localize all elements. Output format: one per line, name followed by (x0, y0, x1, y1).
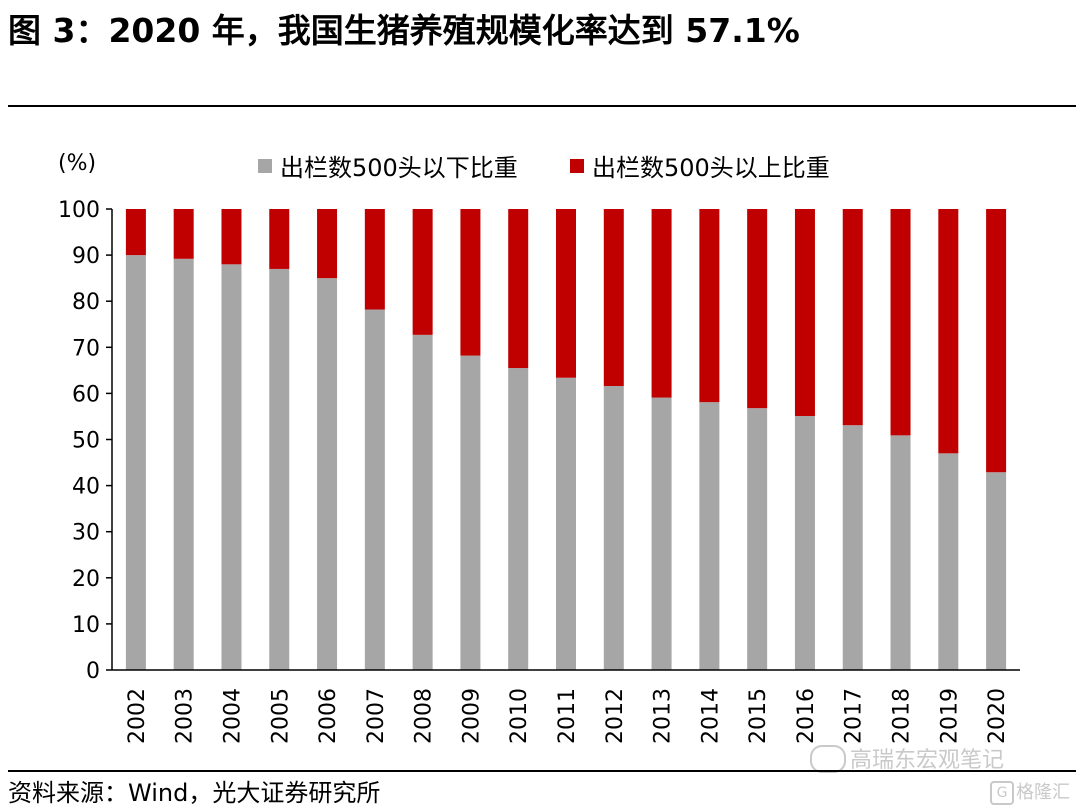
bar-below-500 (221, 264, 242, 670)
x-tick-label: 2010 (507, 688, 532, 744)
bar-above-500 (460, 209, 481, 356)
watermark-secondary-text: 格隆汇 (1016, 782, 1070, 803)
source-note: 资料来源：Wind，光大证券研究所 (8, 779, 381, 807)
bar-above-500 (508, 209, 529, 369)
bar-above-500 (794, 209, 815, 416)
bar-below-500 (603, 386, 624, 670)
y-tick-label: 0 (86, 659, 100, 684)
watermark-primary-text: 高瑞东宏观笔记 (850, 748, 1005, 773)
bar-below-500 (269, 268, 290, 670)
x-tick-label: 2006 (316, 688, 341, 744)
bottom-divider (8, 770, 1076, 772)
bar-below-500 (842, 425, 863, 670)
y-tick-label: 10 (72, 613, 100, 638)
bar-above-500 (890, 209, 911, 436)
bar-below-500 (938, 453, 959, 670)
wechat-bubble-icon (810, 745, 846, 773)
bar-below-500 (794, 415, 815, 670)
x-tick-label: 2015 (746, 688, 771, 744)
y-tick-label: 90 (72, 244, 100, 269)
bar-below-500 (556, 377, 576, 670)
bar-below-500 (173, 258, 194, 670)
stacked-bar-chart: (%) 出栏数500头以下比重 出栏数500头以上比重 0 10 20 30 40 50 60… (58, 151, 1020, 744)
bar-below-500 (460, 355, 481, 670)
bar-below-500 (699, 402, 720, 670)
legend-swatch (258, 159, 272, 173)
bar-below-500 (747, 408, 768, 670)
x-tick-label: 2005 (268, 688, 293, 744)
bar-above-500 (651, 209, 672, 398)
y-tick-label: 20 (72, 567, 100, 592)
x-tick-label: 2016 (794, 688, 819, 744)
x-tick-label: 2018 (890, 688, 915, 744)
x-tick-label: 2002 (125, 688, 150, 744)
x-tick-label: 2020 (985, 688, 1010, 744)
y-tick-label: 70 (72, 336, 100, 361)
bar-above-500 (842, 209, 863, 426)
top-divider (8, 105, 1076, 107)
bar-above-500 (221, 209, 242, 265)
bar-below-500 (412, 334, 433, 670)
bar-above-500 (364, 209, 385, 310)
bar-above-500 (317, 209, 338, 279)
legend-label: 出栏数500头以下比重 (280, 154, 518, 182)
bar-above-500 (699, 209, 720, 403)
watermark-gelonghui: G 格隆汇 (990, 778, 1070, 805)
gelonghui-logo-icon: G (990, 781, 1014, 805)
y-tick-label: 80 (72, 290, 100, 315)
bar-above-500 (938, 209, 959, 454)
bar-above-500 (603, 209, 624, 387)
bar-below-500 (508, 368, 529, 670)
y-tick-label: 100 (58, 198, 100, 223)
x-tick-label: 2009 (459, 688, 484, 744)
x-tick-label: 2019 (937, 688, 962, 744)
bar-above-500 (556, 209, 576, 378)
x-tick-label: 2011 (555, 688, 580, 744)
bar-below-500 (125, 255, 146, 670)
x-tick-label: 2007 (364, 688, 389, 744)
bar-below-500 (986, 472, 1007, 670)
x-tick-label: 2004 (220, 688, 245, 744)
bar-below-500 (364, 309, 385, 670)
bar-below-500 (651, 397, 672, 670)
chart-title: 图 3：2020 年，我国生猪养殖规模化率达到 57.1% (8, 11, 800, 50)
bar-above-500 (173, 209, 194, 259)
bars (125, 209, 1007, 670)
x-tick-label: 2014 (698, 688, 723, 744)
x-tick-label: 2012 (603, 688, 628, 744)
bar-below-500 (317, 278, 338, 670)
y-tick-label: 30 (72, 521, 100, 546)
y-tick-label: 50 (72, 429, 100, 454)
x-axis: 2002 2003 2004 2005 2006 2007 2008 2009 2010 2011… (112, 669, 1020, 744)
bar-above-500 (747, 209, 768, 409)
bar-below-500 (890, 435, 911, 670)
y-tick-label: 40 (72, 475, 100, 500)
x-tick-label: 2017 (842, 688, 867, 744)
y-axis-unit-label: (%) (58, 151, 96, 176)
bar-above-500 (412, 209, 433, 335)
x-tick-label: 2003 (173, 688, 198, 744)
watermark-wechat: 高瑞东宏观笔记 (810, 742, 1004, 775)
y-axis: 0 10 20 30 40 50 60 70 80 90 100 (58, 198, 113, 684)
bar-above-500 (986, 209, 1007, 473)
bar-above-500 (269, 209, 290, 269)
bar-above-500 (125, 209, 146, 256)
x-tick-label: 2013 (651, 688, 676, 744)
legend: 出栏数500头以下比重 出栏数500头以上比重 (258, 154, 830, 182)
legend-swatch (570, 159, 584, 173)
legend-label: 出栏数500头以上比重 (592, 154, 830, 182)
y-tick-label: 60 (72, 382, 100, 407)
x-tick-label: 2008 (412, 688, 437, 744)
